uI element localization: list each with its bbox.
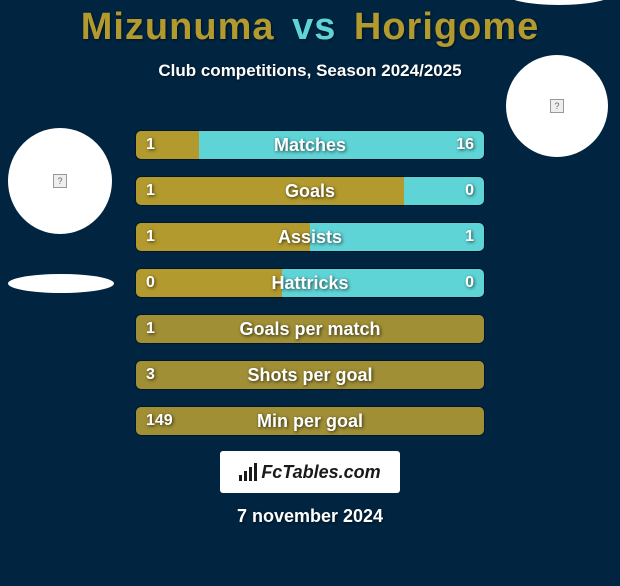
stat-row: 149Min per goal: [135, 406, 485, 436]
stat-row: 116Matches: [135, 130, 485, 160]
stat-right-value: 0: [465, 269, 474, 297]
stat-row: 10Goals: [135, 176, 485, 206]
stat-row: 1Goals per match: [135, 314, 485, 344]
player1-name: Mizunuma: [81, 6, 275, 48]
player2-body: [506, 0, 612, 5]
player2-name: Horigome: [354, 6, 539, 48]
stat-right-value: 16: [456, 131, 474, 159]
bars-icon: [239, 463, 257, 481]
logo-text: FcTables.com: [261, 462, 380, 483]
bar-right-fill: [199, 131, 484, 159]
stat-right-value: 1: [465, 223, 474, 251]
fctables-logo: FcTables.com: [220, 451, 400, 493]
stat-left-value: 1: [146, 223, 155, 251]
stat-left-value: 1: [146, 315, 155, 343]
stat-row: 3Shots per goal: [135, 360, 485, 390]
bar-left-fill: [136, 177, 404, 205]
bar-full-fill: [136, 407, 484, 435]
bar-full-fill: [136, 361, 484, 389]
player2-silhouette: ?: [506, 128, 612, 157]
player1-body: [8, 274, 114, 293]
stat-right-value: 0: [465, 177, 474, 205]
stat-left-value: 1: [146, 177, 155, 205]
date-label: 7 november 2024: [0, 506, 620, 527]
bar-full-fill: [136, 315, 484, 343]
image-placeholder-icon: ?: [53, 174, 67, 188]
player1-silhouette: ?: [8, 128, 114, 293]
player2-head: ?: [506, 55, 608, 157]
bar-left-fill: [136, 269, 282, 297]
vs-text: vs: [292, 6, 336, 48]
stat-left-value: 3: [146, 361, 155, 389]
bar-left-fill: [136, 223, 310, 251]
comparison-title: Mizunuma vs Horigome: [0, 6, 620, 49]
bar-right-fill: [310, 223, 484, 251]
stat-left-value: 1: [146, 131, 155, 159]
stats-bars: 116Matches10Goals11Assists00Hattricks1Go…: [135, 130, 485, 452]
bar-right-fill: [282, 269, 484, 297]
stat-row: 00Hattricks: [135, 268, 485, 298]
image-placeholder-icon: ?: [550, 99, 564, 113]
stat-left-value: 0: [146, 269, 155, 297]
player1-head: ?: [8, 128, 112, 234]
stat-left-value: 149: [146, 407, 173, 435]
stat-row: 11Assists: [135, 222, 485, 252]
